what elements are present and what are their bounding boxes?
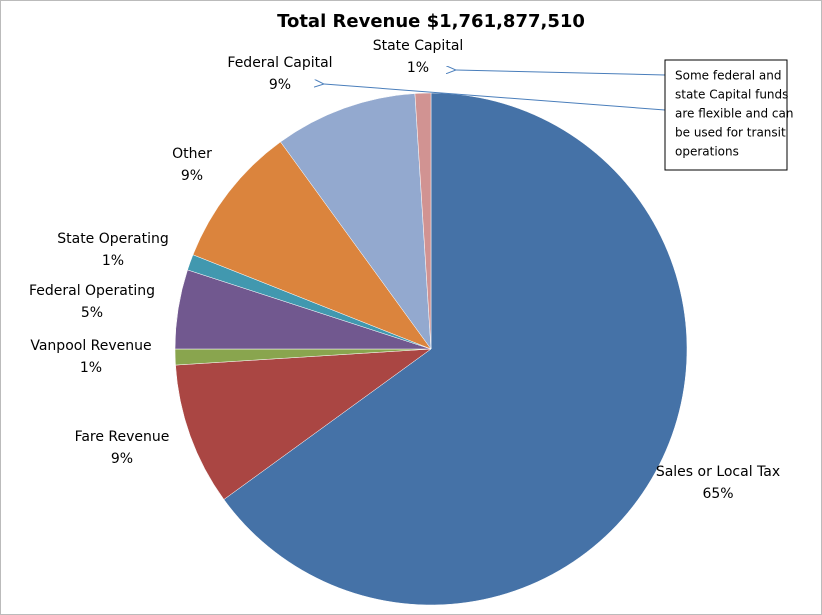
value-label: 5% bbox=[81, 305, 103, 321]
annotation-text: operations bbox=[675, 145, 739, 159]
pie-slice bbox=[223, 92, 688, 606]
slice-label: Federal Operating bbox=[29, 283, 155, 299]
value-label: 1% bbox=[102, 253, 124, 269]
annotation-text: be used for transit bbox=[675, 126, 786, 140]
annotation-text: Some federal and bbox=[675, 69, 781, 83]
value-label: 65% bbox=[702, 486, 733, 502]
slice-label: Other bbox=[172, 146, 212, 162]
slice-label: Vanpool Revenue bbox=[30, 338, 151, 354]
slice-label: Sales or Local Tax bbox=[656, 464, 780, 480]
slice-label: State Capital bbox=[373, 38, 464, 54]
slice-label: Federal Capital bbox=[227, 55, 332, 71]
annotation-arrow bbox=[324, 84, 666, 111]
slice-label: State Operating bbox=[57, 231, 169, 247]
value-label: 9% bbox=[111, 451, 133, 467]
value-label: 9% bbox=[269, 77, 291, 93]
annotation-text: are flexible and can bbox=[675, 107, 793, 121]
value-label: 1% bbox=[407, 60, 429, 76]
value-label: 9% bbox=[181, 168, 203, 184]
pie-slice bbox=[175, 348, 432, 500]
pie bbox=[174, 92, 688, 606]
pie-slice bbox=[280, 93, 432, 350]
value-label: 1% bbox=[80, 360, 102, 376]
slice-label: Fare Revenue bbox=[75, 429, 170, 445]
chart-title: Total Revenue $1,761,877,510 bbox=[277, 11, 585, 32]
pie-slice bbox=[414, 92, 432, 350]
annotation-box bbox=[664, 59, 788, 171]
annotation-text: state Capital funds bbox=[675, 88, 788, 102]
annotation-arrow bbox=[456, 70, 666, 76]
pie-slice bbox=[192, 141, 432, 350]
